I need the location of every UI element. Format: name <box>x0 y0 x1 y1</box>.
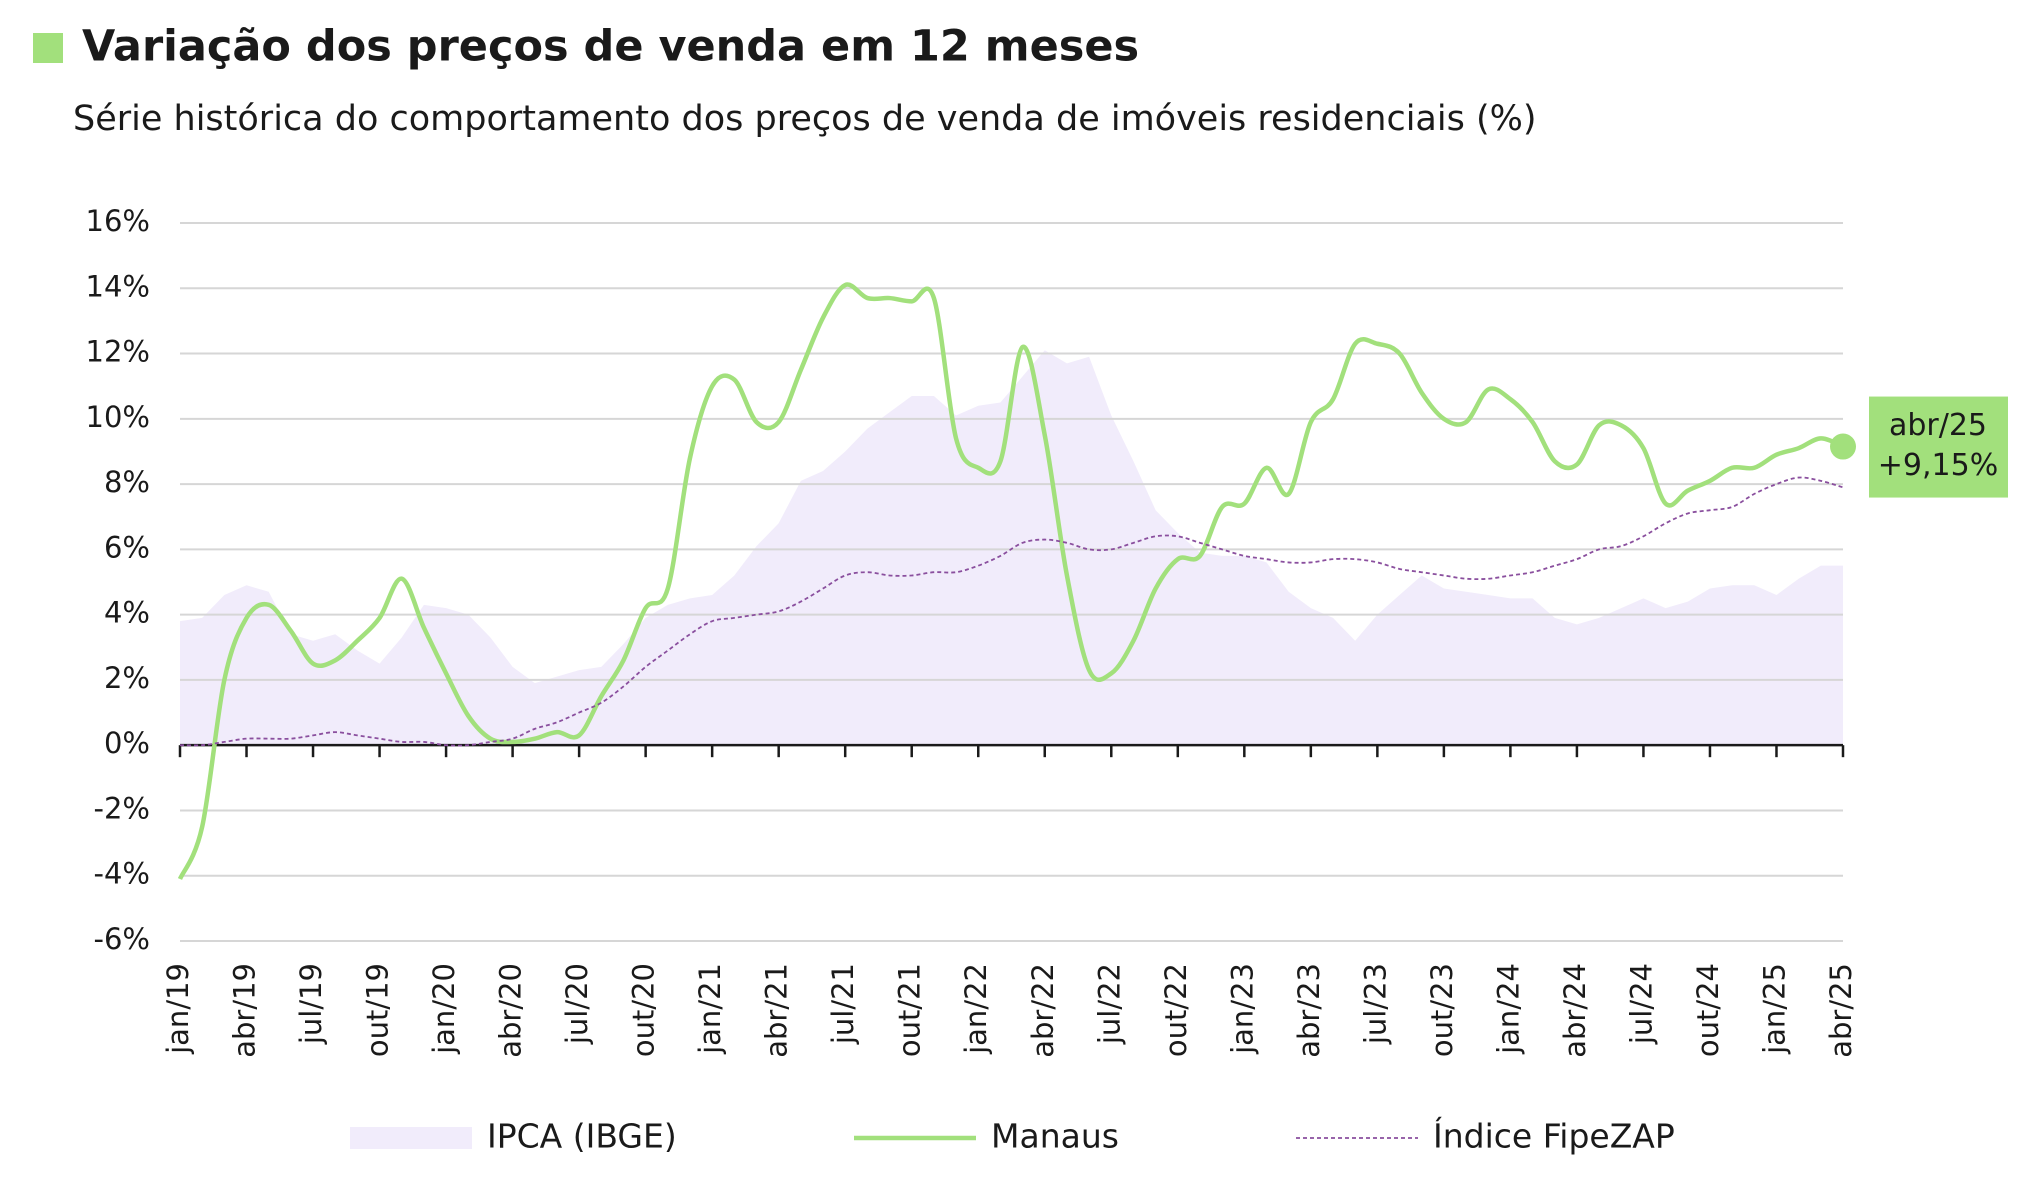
x-tick-label: jul/22 <box>1092 963 1126 1045</box>
x-tick-label: abr/19 <box>228 963 262 1058</box>
x-tick-label: jan/20 <box>427 963 461 1055</box>
chart-title: Variação dos preços de venda em 12 meses <box>82 22 1139 72</box>
y-tick-label: 0% <box>104 726 150 760</box>
x-tick-label: out/22 <box>1159 963 1193 1057</box>
x-tick-label: abr/23 <box>1292 963 1326 1058</box>
legend-label: IPCA (IBGE) <box>487 1117 677 1156</box>
x-tick-label: out/19 <box>361 963 395 1057</box>
x-tick-label: jul/23 <box>1358 963 1392 1045</box>
area <box>180 350 1843 746</box>
y-tick-label: -4% <box>94 857 150 891</box>
y-tick-label: 14% <box>86 269 150 303</box>
annotation-value: +9,15% <box>1878 448 1998 483</box>
x-tick-label: jan/19 <box>161 963 195 1055</box>
x-tick-label: abr/22 <box>1026 963 1060 1058</box>
legend-swatch <box>350 1127 472 1149</box>
x-tick-label: jul/20 <box>560 963 594 1045</box>
legend-label: Manaus <box>991 1117 1119 1156</box>
x-tick-label: jan/24 <box>1491 963 1525 1055</box>
x-tick-label: out/20 <box>627 963 661 1057</box>
y-tick-label: 10% <box>86 400 150 434</box>
x-tick-label: out/21 <box>893 963 927 1057</box>
x-tick-label: abr/20 <box>494 963 528 1058</box>
y-tick-label: -6% <box>94 922 150 956</box>
annotation-box <box>1869 396 2008 498</box>
x-tick-label: out/23 <box>1425 963 1459 1057</box>
end-point <box>1830 433 1856 460</box>
grid <box>180 222 1843 942</box>
y-tick-label: 8% <box>104 465 150 499</box>
y-tick-label: 12% <box>86 335 150 369</box>
y-tick-label: 4% <box>104 596 150 630</box>
y-tick-label: -2% <box>94 791 150 825</box>
annotation-date: abr/25 <box>1889 408 1987 443</box>
legend-label: Índice FipeZAP <box>1433 1116 1675 1156</box>
title-marker <box>33 33 63 63</box>
x-tick-label: jul/24 <box>1624 963 1658 1045</box>
x-tick-label: abr/24 <box>1558 963 1592 1058</box>
chart-subtitle: Série histórica do comportamento dos pre… <box>73 99 1537 139</box>
x-tick-label: abr/21 <box>760 963 794 1058</box>
x-tick-label: jan/25 <box>1757 963 1791 1055</box>
y-tick-label: 6% <box>104 530 150 564</box>
dashed-line <box>179 476 1844 747</box>
x-tick-label: jul/21 <box>826 963 860 1045</box>
x-tick-label: jan/21 <box>693 963 727 1055</box>
x-tick-label: out/24 <box>1691 963 1725 1057</box>
x-tick-label: jan/22 <box>959 963 993 1055</box>
x-tick-label: jan/23 <box>1225 963 1259 1055</box>
x-tick-label: jul/19 <box>294 963 328 1045</box>
y-tick-label: 2% <box>104 661 150 695</box>
y-tick-label: 16% <box>86 204 150 238</box>
x-tick-label: abr/25 <box>1824 963 1858 1058</box>
line <box>177 282 1844 880</box>
